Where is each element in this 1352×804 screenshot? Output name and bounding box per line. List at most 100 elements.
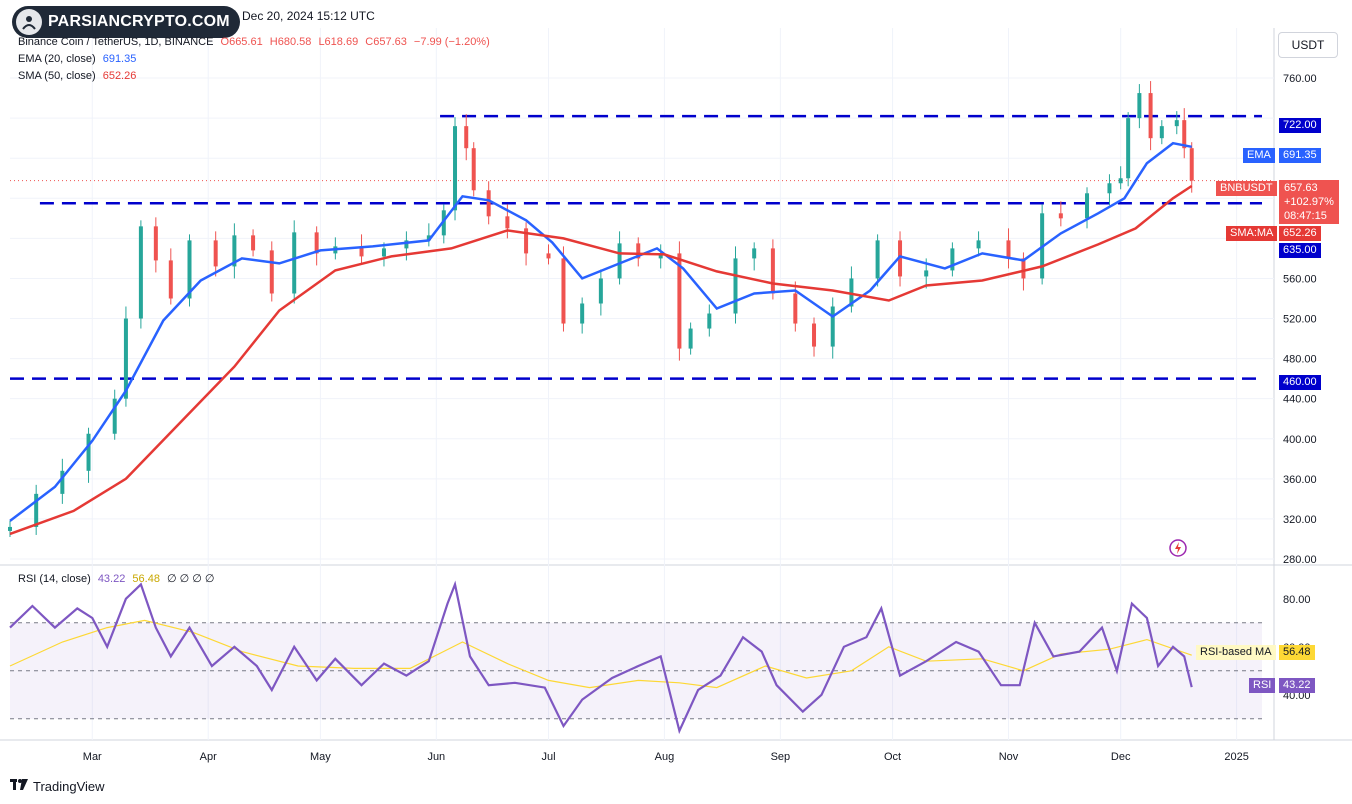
candle-body	[232, 235, 237, 267]
ema-legend-label: EMA (20, close)	[18, 53, 96, 65]
candle-body	[123, 318, 128, 399]
rsi-tag-label: RSI	[1249, 678, 1276, 693]
candle-body	[752, 248, 757, 259]
candle-body	[770, 248, 775, 294]
price-tick-label: 280.00	[1283, 554, 1317, 566]
candle-body	[924, 270, 929, 277]
candle-body	[112, 398, 117, 434]
candle-body	[1107, 183, 1112, 194]
time-tick-label: Aug	[655, 751, 675, 763]
price-tick-label: 360.00	[1283, 474, 1317, 486]
candle-body	[314, 232, 319, 254]
candle-body	[1118, 178, 1123, 184]
sma-legend-label: SMA (50, close)	[18, 70, 96, 82]
candle-body	[251, 235, 256, 251]
sma-line	[9, 184, 1193, 536]
candle-body	[617, 243, 622, 279]
candle-body	[849, 278, 854, 307]
brand-logo: PARSIANCRYPTO.COM	[12, 6, 240, 38]
price-tick-label: 760.00	[1283, 73, 1317, 85]
ema-tag-value: 691.35	[1279, 148, 1321, 163]
time-tick-label: Jun	[427, 751, 445, 763]
candle-body	[875, 240, 880, 279]
ema-legend[interactable]: EMA (20, close) 691.35	[18, 53, 136, 65]
candle-body	[793, 293, 798, 324]
candle-body	[898, 240, 903, 277]
ohlc-change: −7.99 (−1.20%)	[413, 36, 490, 48]
tradingview-brand[interactable]: TradingView	[10, 778, 105, 794]
candle-body	[505, 216, 510, 229]
candle-body	[269, 250, 274, 294]
candle-body	[546, 253, 551, 259]
ohlc-close: C657.63	[365, 36, 407, 48]
price-tick-label: 560.00	[1283, 273, 1317, 285]
candle-body	[1189, 148, 1194, 181]
rsi-tick-label: 80.00	[1283, 594, 1311, 606]
candle-body	[1174, 120, 1179, 127]
price-tick-label: 480.00	[1283, 354, 1317, 366]
candle-body	[187, 240, 192, 299]
time-tick-label: 2025	[1224, 751, 1248, 763]
candle-body	[524, 228, 529, 254]
candle-body	[471, 148, 476, 191]
time-tick-label: May	[310, 751, 331, 763]
time-tick-label: Jul	[541, 751, 555, 763]
sma-legend[interactable]: SMA (50, close) 652.26	[18, 70, 136, 82]
level-460-tag: 460.00	[1279, 375, 1321, 390]
candle-body	[213, 240, 218, 267]
candle-body	[1126, 118, 1131, 179]
rsi-legend-extras: ∅ ∅ ∅ ∅	[167, 573, 215, 585]
pair-tag-label: BNBUSDT	[1216, 181, 1277, 196]
header-date: Dec 20, 2024 15:12 UTC	[242, 9, 375, 23]
candle-body	[1021, 258, 1026, 279]
rsi-tag-value: 43.22	[1279, 678, 1315, 693]
candle-body	[950, 248, 955, 271]
candle-body	[812, 323, 817, 347]
ohlc-open: O665.61	[220, 36, 263, 48]
time-tick-label: Apr	[200, 751, 217, 763]
candle-body	[441, 210, 446, 236]
ohlc-high: H680.58	[269, 36, 312, 48]
tradingview-text: TradingView	[33, 778, 105, 794]
candle-body	[733, 258, 738, 314]
candle-body	[1137, 93, 1142, 119]
sma-tag-value: 652.26	[1279, 226, 1321, 241]
candle-body	[580, 303, 585, 324]
candle-body	[561, 258, 566, 324]
rsi-ma-tag-label: RSI-based MA	[1196, 645, 1276, 660]
candle-body	[8, 526, 12, 531]
candle-body	[636, 243, 641, 259]
price-tick-label: 440.00	[1283, 394, 1317, 406]
time-tick-label: Sep	[771, 751, 791, 763]
ema-tag-label: EMA	[1243, 148, 1275, 163]
candle-body	[707, 313, 712, 329]
candle-body	[292, 232, 297, 294]
candle-body	[168, 260, 173, 299]
candle-body	[1058, 213, 1063, 219]
time-tick-label: Mar	[83, 751, 102, 763]
lightning-icon[interactable]	[1168, 538, 1188, 563]
candle-body	[138, 226, 143, 319]
candle-body	[453, 126, 458, 211]
currency-button[interactable]: USDT	[1278, 32, 1338, 58]
candle-body	[1182, 120, 1187, 149]
ema-legend-value: 691.35	[102, 53, 137, 65]
parsiancrypto-logo-icon	[16, 9, 42, 35]
rsi-ma-tag-value: 56.48	[1279, 645, 1315, 660]
level-635-tag: 635.00	[1279, 243, 1321, 258]
ohlc-legend[interactable]: Binance Coin / TetherUS, 1D, BINANCE O66…	[18, 36, 490, 48]
rsi-legend-label: RSI (14, close)	[18, 573, 91, 585]
pair-timer: 08:47:15	[1284, 210, 1327, 222]
ema-line	[9, 141, 1192, 522]
price-tick-label: 520.00	[1283, 314, 1317, 326]
candle-body	[426, 235, 431, 241]
rsi-legend[interactable]: RSI (14, close) 43.22 56.48 ∅ ∅ ∅ ∅	[18, 572, 215, 585]
candle-body	[86, 433, 91, 471]
candle-body	[1006, 240, 1011, 259]
rsi-legend-value: 43.22	[97, 573, 126, 585]
rsi-line	[9, 580, 1193, 735]
candle-body	[359, 246, 364, 257]
pair-price: 657.63	[1284, 182, 1318, 194]
candle-body	[598, 278, 603, 304]
